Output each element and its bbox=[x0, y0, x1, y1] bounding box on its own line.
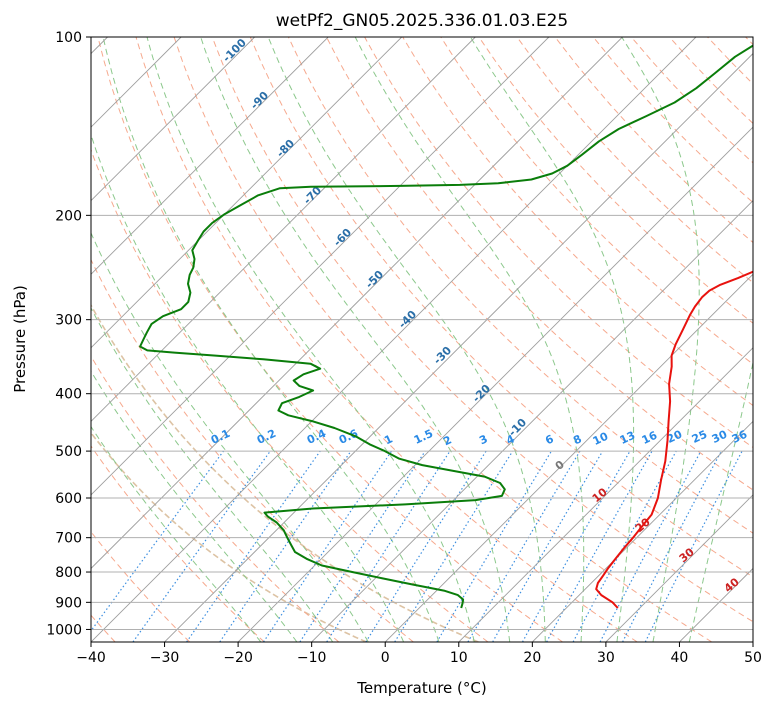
isotherm-line bbox=[91, 37, 255, 202]
y-tick-label: 200 bbox=[55, 208, 82, 224]
dry-adiabat bbox=[91, 355, 340, 642]
mixing-ratio-label: 30 bbox=[710, 428, 730, 446]
mixing-ratio-line bbox=[186, 450, 321, 642]
x-tick-label: 30 bbox=[597, 650, 615, 666]
mixing-ratio-line bbox=[91, 450, 224, 632]
mixing-ratio-label: 10 bbox=[591, 430, 611, 448]
isotherm-line bbox=[91, 37, 403, 349]
dry-adiabat bbox=[287, 37, 753, 534]
pressure-gridlines bbox=[91, 37, 753, 630]
moist-adiabat bbox=[267, 37, 546, 642]
x-tick-label: 20 bbox=[523, 650, 541, 666]
isotherm-line bbox=[384, 273, 753, 642]
dry-adiabat bbox=[326, 37, 753, 491]
dewpoint-profile bbox=[139, 44, 753, 609]
mixing-ratio-label: 20 bbox=[665, 428, 685, 446]
dry-adiabat bbox=[97, 37, 563, 642]
x-tick-label: −30 bbox=[150, 650, 180, 666]
isotherm-line bbox=[91, 37, 697, 642]
isotherm-line bbox=[311, 200, 753, 642]
plot-frame bbox=[90, 36, 754, 643]
y-tick-label: 1000 bbox=[46, 622, 82, 638]
moist-adiabat bbox=[621, 37, 700, 642]
plot-area: -100-90-80-70-60-50-40-30-20-100.1 0.2 0.4… bbox=[91, 37, 753, 642]
mixing-ratio-line bbox=[521, 450, 631, 642]
x-tick-label: 50 bbox=[744, 650, 762, 666]
isotherm-line bbox=[605, 494, 753, 642]
y-tick-label: 900 bbox=[55, 595, 82, 611]
y-tick-label: 400 bbox=[55, 387, 82, 403]
moist-adiabat bbox=[91, 133, 405, 642]
x-tick-label: −40 bbox=[76, 650, 106, 666]
moist-adiabat bbox=[91, 307, 334, 642]
mixing-ratio-label: 25 bbox=[690, 428, 709, 446]
y-tick-label: 100 bbox=[55, 30, 82, 46]
mixing-ratio-line bbox=[299, 450, 426, 642]
isotherm-line bbox=[458, 347, 753, 642]
sounding-profiles bbox=[139, 44, 753, 609]
y-tick-label: 500 bbox=[55, 444, 82, 460]
moist-adiabat bbox=[91, 370, 298, 642]
dry-adiabats bbox=[91, 37, 753, 642]
isotherm-line bbox=[91, 37, 329, 275]
dry-adiabat bbox=[135, 37, 638, 642]
y-axis-label: Pressure (hPa) bbox=[11, 285, 29, 393]
moist-adiabat bbox=[91, 231, 369, 642]
mixing-ratio-label: 36 bbox=[730, 428, 750, 446]
mixing-ratio-line bbox=[326, 450, 451, 642]
y-tick-label: 600 bbox=[55, 491, 82, 507]
x-tick-label: −20 bbox=[223, 650, 253, 666]
x-axis-ticks: −40 −30 −20 −10 0 10 20 30 40 50 bbox=[76, 642, 762, 666]
isotherm-line bbox=[91, 37, 476, 422]
dry-adiabat bbox=[91, 258, 414, 642]
mixing-ratio-label: 13 bbox=[618, 429, 637, 447]
chart-title: wetPf2_GN05.2025.336.01.03.E25 bbox=[276, 11, 568, 31]
y-axis-ticks: 100 200 300 400 500 600 700 800 900 1000 bbox=[46, 30, 91, 638]
y-tick-label: 700 bbox=[55, 531, 82, 547]
isotherm-line bbox=[237, 126, 753, 642]
theta-e-line bbox=[91, 431, 367, 642]
x-tick-label: 10 bbox=[450, 650, 468, 666]
mixing-ratio-line bbox=[394, 450, 514, 642]
x-axis-label: Temperature (°C) bbox=[356, 679, 486, 697]
mixing-ratio-label: 16 bbox=[640, 429, 660, 447]
isotherm-line bbox=[532, 420, 753, 642]
x-tick-label: 40 bbox=[671, 650, 689, 666]
moist-adiabats bbox=[91, 37, 753, 642]
moist-adiabat bbox=[688, 360, 753, 642]
temperature-profile bbox=[595, 270, 753, 609]
moist-adiabat bbox=[102, 37, 440, 642]
mixing-ratio-line bbox=[262, 450, 392, 642]
mixing-ratio-line bbox=[572, 450, 677, 642]
x-tick-label: 0 bbox=[381, 650, 390, 666]
y-tick-label: 800 bbox=[55, 565, 82, 581]
mixing-ratio-line bbox=[644, 450, 743, 642]
dry-adiabat bbox=[91, 445, 265, 642]
isotherms bbox=[91, 37, 753, 642]
mixing-ratio-line bbox=[546, 450, 653, 642]
mixing-ratio-lines bbox=[91, 450, 743, 642]
moist-adiabat bbox=[354, 37, 585, 642]
mixing-ratio-line bbox=[219, 450, 352, 642]
theta-e-lines bbox=[91, 303, 479, 642]
x-tick-label: −10 bbox=[297, 650, 327, 666]
isotherm-line bbox=[91, 37, 550, 496]
theta-e-line bbox=[91, 303, 479, 642]
isotherm-line bbox=[91, 37, 623, 570]
dry-adiabat bbox=[173, 37, 713, 642]
isotherm-line bbox=[164, 52, 753, 642]
dry-adiabat bbox=[249, 37, 753, 578]
moist-adiabat bbox=[91, 425, 262, 642]
mixing-ratio-line bbox=[132, 450, 271, 642]
dry-adiabat bbox=[211, 37, 753, 623]
y-tick-label: 300 bbox=[55, 313, 82, 329]
moist-adiabat bbox=[200, 37, 511, 642]
